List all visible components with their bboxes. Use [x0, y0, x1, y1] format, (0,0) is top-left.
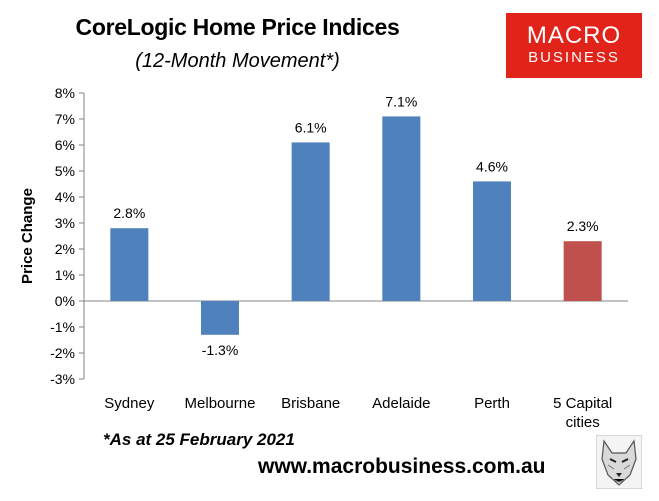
y-tick-label: 6% [55, 137, 75, 153]
website-url: www.macrobusiness.com.au [258, 455, 546, 478]
y-tick-label: 1% [55, 267, 75, 283]
macrobusiness-logo: MACRO BUSINESS [506, 13, 642, 78]
chart-title: CoreLogic Home Price Indices [75, 14, 400, 40]
wolf-head-icon [596, 435, 642, 489]
bar-1 [201, 301, 239, 335]
data-label: -1.3% [202, 342, 239, 358]
x-tick-label: Sydney [104, 395, 155, 412]
y-tick-label: 0% [55, 293, 75, 309]
chart-subtitle: (12-Month Movement*) [135, 50, 340, 72]
data-label: 2.8% [113, 205, 145, 221]
data-label: 7.1% [385, 93, 417, 109]
x-tick-label: Melbourne [185, 395, 256, 412]
logo-line-1: MACRO [526, 22, 622, 49]
bar-5 [563, 241, 602, 301]
y-tick-label: 3% [55, 215, 75, 231]
bar-3 [382, 116, 421, 302]
logo-line-2: BUSINESS [528, 49, 620, 66]
y-tick-label: 4% [55, 189, 75, 205]
bar-4 [473, 181, 511, 301]
y-tick-label: 7% [55, 111, 75, 127]
bar-2 [291, 142, 330, 301]
x-tick-label: Adelaide [372, 395, 430, 412]
data-label: 2.3% [567, 218, 599, 234]
y-tick-label: 2% [55, 241, 75, 257]
data-label: 4.6% [476, 158, 508, 174]
bar-0 [110, 228, 149, 301]
x-tick-label: 5 Capital [553, 395, 612, 412]
y-tick-label: 8% [55, 85, 75, 101]
y-tick-label: -3% [50, 371, 75, 387]
x-tick-label: Brisbane [281, 395, 340, 412]
x-tick-label: Perth [474, 395, 510, 412]
y-tick-label: -2% [50, 345, 75, 361]
data-label: 6.1% [295, 119, 327, 135]
y-tick-label: -1% [50, 319, 75, 335]
footnote: *As at 25 February 2021 [103, 430, 295, 449]
y-axis-title: Price Change [19, 188, 36, 284]
y-tick-label: 5% [55, 163, 75, 179]
x-tick-label: cities [566, 414, 600, 431]
